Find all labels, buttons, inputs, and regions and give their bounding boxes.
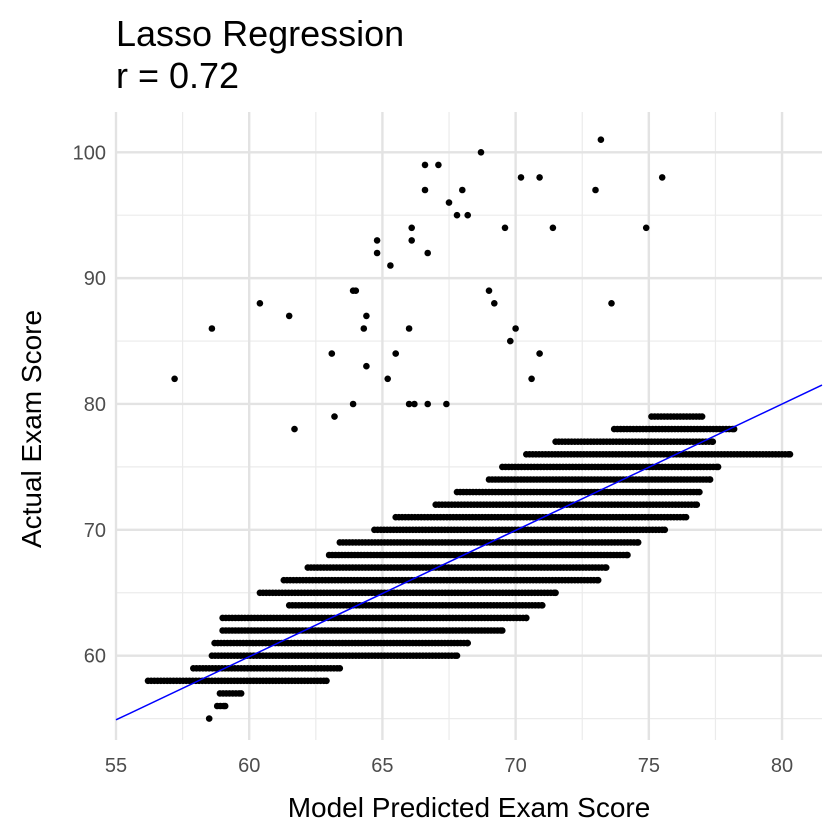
x-tick-label: 65 (371, 755, 393, 777)
data-point-outlier (421, 186, 429, 194)
data-point-outlier (291, 425, 298, 433)
y-axis-title: Actual Exam Score (16, 310, 47, 548)
data-point (237, 690, 245, 697)
data-point-outlier (464, 211, 472, 219)
data-point-outlier (536, 174, 543, 181)
y-tick-label: 100 (73, 142, 106, 164)
data-point (706, 476, 714, 483)
data-point (602, 564, 610, 571)
data-point-outlier (517, 174, 525, 181)
x-axis-title: Model Predicted Exam Score (288, 792, 651, 823)
data-point (594, 576, 602, 584)
x-tick-label: 55 (105, 755, 127, 777)
data-point (464, 639, 472, 647)
data-point-outlier (507, 337, 514, 345)
data-point-outlier (512, 325, 519, 332)
data-point-outlier (642, 224, 650, 232)
data-point (634, 539, 642, 546)
data-point-outlier (373, 237, 381, 244)
data-point (682, 513, 690, 521)
x-axis-ticks: 55 60 65 70 75 80 (105, 755, 793, 777)
data-point-outlier (256, 300, 264, 307)
data-point-outlier (360, 325, 368, 332)
data-point-outlier (608, 300, 615, 307)
data-point (323, 677, 330, 685)
data-point (221, 702, 229, 710)
data-point-outlier (597, 136, 605, 143)
data-point-outlier (485, 287, 493, 295)
data-point (693, 501, 701, 509)
data-point (714, 463, 722, 471)
data-point-outlier (453, 211, 461, 219)
y-axis-ticks: 60 70 80 90 100 (73, 142, 106, 667)
data-point-outlier (405, 400, 413, 408)
data-point (336, 665, 344, 672)
data-point (205, 715, 213, 722)
data-point-outlier (331, 413, 338, 420)
data-point-outlier (443, 400, 450, 408)
data-point-outlier (424, 249, 432, 257)
data-point-outlier (501, 224, 509, 232)
data-point (624, 551, 631, 559)
data-point (698, 413, 706, 420)
data-point-outlier (349, 400, 357, 408)
data-point-outlier (408, 237, 416, 244)
data-point-outlier (549, 224, 557, 232)
data-point (661, 526, 669, 534)
data-points (144, 136, 794, 722)
chart-title: Lasso Regression (116, 13, 405, 54)
y-tick-label: 90 (84, 268, 106, 290)
data-point (552, 589, 559, 597)
y-tick-label: 70 (84, 520, 106, 542)
data-point-outlier (373, 249, 381, 257)
data-point (453, 652, 461, 659)
data-point-outlier (171, 375, 178, 383)
data-point-outlier (328, 350, 336, 357)
data-point (786, 451, 794, 458)
x-tick-label: 60 (238, 755, 260, 777)
data-point-outlier (352, 287, 360, 295)
chart-subtitle: r = 0.72 (116, 55, 240, 96)
data-point-outlier (536, 350, 543, 357)
data-point-outlier (445, 199, 453, 206)
x-tick-label: 75 (638, 755, 660, 777)
data-point (523, 614, 530, 622)
data-point-outlier (363, 362, 370, 370)
data-point (696, 488, 703, 496)
data-point-outlier (285, 312, 293, 320)
data-point-outlier (387, 262, 394, 269)
data-point (709, 438, 717, 446)
data-point-outlier (424, 400, 432, 408)
data-point-outlier (477, 149, 485, 156)
regression-line (115, 384, 823, 721)
data-point-outlier (435, 161, 442, 169)
data-point-outlier (392, 350, 400, 357)
data-point-outlier (411, 400, 418, 408)
data-point-outlier (405, 325, 413, 332)
data-point-outlier (658, 174, 666, 181)
fit-line-group (115, 384, 823, 721)
data-point-outlier (208, 325, 216, 332)
data-point-outlier (384, 375, 392, 383)
data-point-outlier (459, 186, 466, 194)
y-tick-label: 80 (84, 394, 106, 416)
data-point-outlier (421, 161, 429, 169)
y-tick-label: 60 (84, 646, 106, 668)
data-point-outlier (363, 312, 370, 320)
data-point (499, 627, 506, 634)
data-point (539, 602, 546, 609)
data-point-outlier (491, 300, 498, 307)
x-tick-label: 80 (771, 755, 793, 777)
data-point-outlier (528, 375, 535, 383)
x-tick-label: 70 (504, 755, 526, 777)
data-point-outlier (408, 224, 416, 232)
data-point-outlier (592, 186, 599, 194)
